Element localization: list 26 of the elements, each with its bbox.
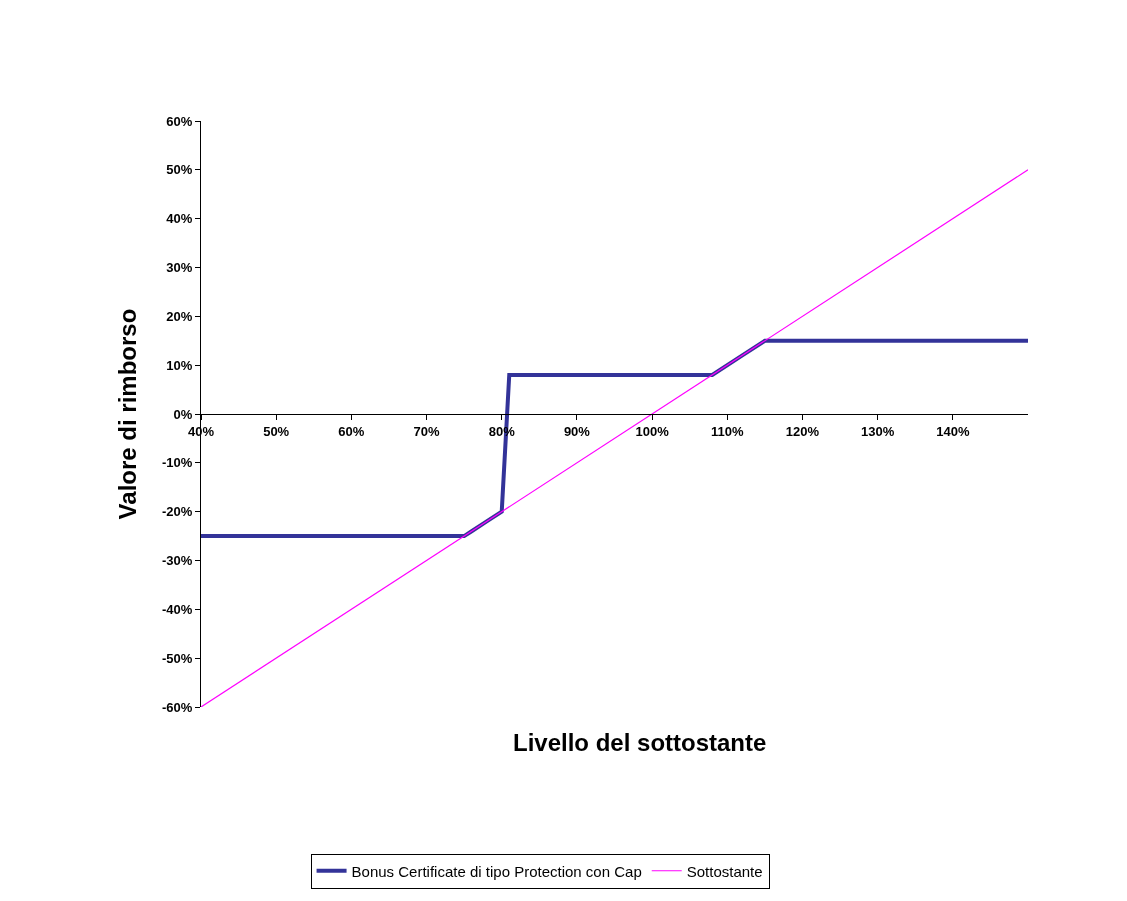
y-tick-label: 60% <box>166 113 193 129</box>
y-tick-label: -20% <box>162 504 193 520</box>
legend-label: Bonus Certificate di tipo Protection con Cap <box>351 862 642 880</box>
x-tick-label: 90% <box>563 423 591 439</box>
y-axis-title: Valore di rimborso <box>114 308 142 520</box>
y-tick-label: 20% <box>166 308 193 324</box>
x-tick-label: 50% <box>263 423 290 439</box>
x-tick-label: 110% <box>711 423 744 439</box>
y-tick-label: -40% <box>162 601 193 617</box>
y-tick-label: 0% <box>173 406 193 422</box>
x-tick-label: 100% <box>635 423 670 439</box>
x-axis-title: Livello del sottostante <box>513 729 767 756</box>
y-tick-label: -50% <box>162 650 193 666</box>
legend-label: Sottostante <box>686 862 763 880</box>
y-tick-label: -60% <box>162 699 193 715</box>
y-tick-label: 30% <box>166 260 193 276</box>
y-tick-label: -30% <box>162 553 193 569</box>
x-tick-label: 140% <box>936 423 970 439</box>
x-tick-label: 120% <box>785 423 820 439</box>
y-tick-label: -10% <box>162 455 193 471</box>
y-tick-label: 40% <box>166 211 193 227</box>
x-tick-label: 60% <box>338 423 365 439</box>
y-tick-label: 50% <box>166 162 193 178</box>
x-tick-label: 130% <box>861 423 895 439</box>
y-tick-label: 10% <box>166 357 193 373</box>
x-tick-label: 70% <box>413 423 440 439</box>
